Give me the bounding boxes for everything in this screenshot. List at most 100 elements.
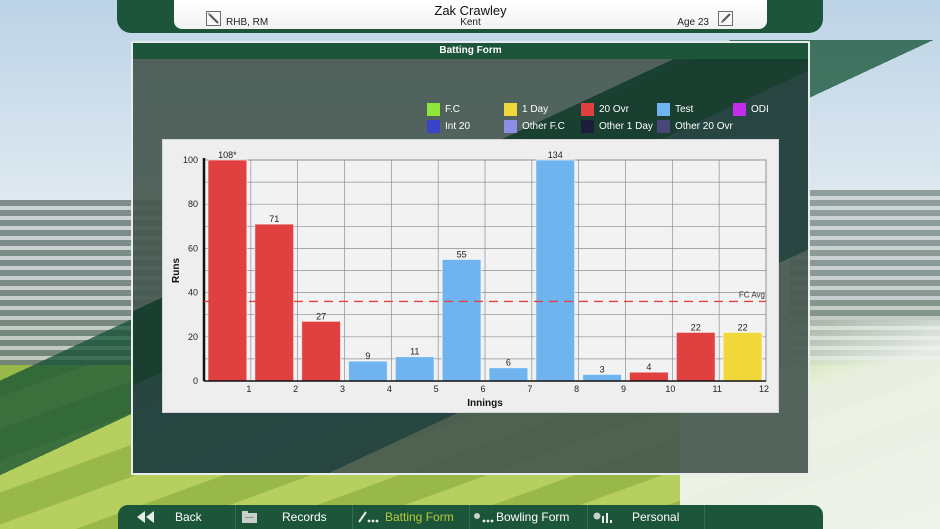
svg-text:9: 9 xyxy=(365,351,370,361)
svg-text:2: 2 xyxy=(293,384,298,394)
batting-form-label: Batting Form xyxy=(385,510,454,524)
stats-icon xyxy=(593,512,612,523)
records-label: Records xyxy=(282,510,327,524)
legend-label: Other F.C xyxy=(522,121,565,132)
chart-bar xyxy=(582,373,622,382)
folder-icon xyxy=(242,511,257,523)
svg-text:6: 6 xyxy=(506,358,511,368)
chart-bar xyxy=(394,356,435,382)
svg-text:22: 22 xyxy=(691,322,701,332)
chart-bar xyxy=(207,159,248,382)
batting-form-chart: 0 20 40 60 80 100 108* 1 71 2 27 3 9 4 11 5 55 6 6 7 134 8 3 9 4… xyxy=(162,139,779,413)
svg-text:0: 0 xyxy=(193,376,198,386)
svg-text:100: 100 xyxy=(183,155,198,165)
chart-bar xyxy=(488,367,529,382)
legend-label: ODI xyxy=(751,104,769,115)
svg-text:4: 4 xyxy=(646,362,651,372)
svg-text:Runs: Runs xyxy=(171,258,182,283)
legend-swatch xyxy=(427,120,440,133)
legend-swatch xyxy=(657,120,670,133)
svg-text:5: 5 xyxy=(434,384,439,394)
svg-text:71: 71 xyxy=(269,214,279,224)
legend-item: Other 20 Ovr xyxy=(657,120,733,133)
svg-text:8: 8 xyxy=(574,384,579,394)
svg-text:6: 6 xyxy=(480,384,485,394)
svg-text:4: 4 xyxy=(387,384,392,394)
chart-legend: F.C 1 Day 20 Ovr Test ODI Int 20 Other F.C Othe… xyxy=(427,103,787,135)
svg-text:108*: 108* xyxy=(218,150,237,160)
player-header-card: RHB, RM Zak Crawley Kent Age 23 xyxy=(174,0,767,29)
bowling-form-label: Bowling Form xyxy=(496,510,570,524)
panel-title: Batting Form xyxy=(133,43,808,59)
chart-bar xyxy=(301,320,342,382)
player-age: Age 23 xyxy=(677,17,709,28)
svg-text:7: 7 xyxy=(527,384,532,394)
chart-bar xyxy=(254,223,295,382)
legend-label: Other 1 Day xyxy=(599,121,653,132)
legend-swatch xyxy=(581,103,594,116)
svg-text:11: 11 xyxy=(712,384,721,394)
legend-swatch xyxy=(581,120,594,133)
svg-text:12: 12 xyxy=(759,384,769,394)
legend-item: Other 1 Day xyxy=(581,120,653,133)
edit-pencil-icon[interactable] xyxy=(206,11,221,26)
legend-item: 20 Ovr xyxy=(581,103,629,116)
svg-text:134: 134 xyxy=(548,150,563,160)
chart-bar xyxy=(348,360,388,382)
legend-label: 1 Day xyxy=(522,104,549,115)
batting-form-panel: Batting Form F.C 1 Day 20 Ovr Test ODI Int 20… xyxy=(131,41,810,475)
player-name: Zak Crawley xyxy=(434,3,507,18)
batting-icon xyxy=(358,511,379,523)
legend-item: 1 Day xyxy=(504,103,548,116)
legend-item: Test xyxy=(657,103,693,116)
legend-label: Int 20 xyxy=(445,121,471,132)
back-label: Back xyxy=(175,510,202,524)
legend-label: 20 Ovr xyxy=(599,104,630,115)
legend-swatch xyxy=(427,103,440,116)
svg-text:10: 10 xyxy=(665,384,675,394)
back-button[interactable]: Back xyxy=(118,505,236,529)
svg-text:9: 9 xyxy=(621,384,626,394)
svg-text:1: 1 xyxy=(246,384,251,394)
records-tab[interactable]: Records xyxy=(236,505,353,529)
edit-pencil-icon[interactable] xyxy=(718,11,733,26)
legend-swatch xyxy=(733,103,746,116)
legend-swatch xyxy=(504,103,517,116)
legend-label: Other 20 Ovr xyxy=(675,121,733,132)
svg-text:3: 3 xyxy=(340,384,345,394)
svg-text:40: 40 xyxy=(188,288,198,298)
legend-item: Int 20 xyxy=(427,120,470,133)
svg-text:27: 27 xyxy=(316,311,326,321)
svg-text:20: 20 xyxy=(188,332,198,342)
svg-text:3: 3 xyxy=(600,364,605,374)
svg-text:80: 80 xyxy=(188,199,198,209)
svg-text:55: 55 xyxy=(457,249,467,259)
bowling-icon xyxy=(474,513,494,523)
legend-label: Test xyxy=(675,104,694,115)
legend-item: ODI xyxy=(733,103,769,116)
legend-item: Other F.C xyxy=(504,120,565,133)
legend-label: F.C xyxy=(445,104,460,115)
personal-label: Personal xyxy=(632,510,680,524)
chart-bar xyxy=(675,331,716,382)
svg-text:Innings: Innings xyxy=(467,398,503,409)
bottom-nav: Back Records Batting Form Bowling Form P… xyxy=(118,505,823,529)
personal-tab[interactable]: Personal xyxy=(588,505,705,529)
chart-bar xyxy=(629,371,669,382)
chart-bar xyxy=(535,159,576,382)
legend-swatch xyxy=(504,120,517,133)
chart-bar xyxy=(441,258,482,382)
chart-bar xyxy=(722,331,763,382)
bowling-form-tab[interactable]: Bowling Form xyxy=(470,505,588,529)
batting-form-tab[interactable]: Batting Form xyxy=(353,505,470,529)
player-club: Kent xyxy=(460,17,481,28)
rewind-icon xyxy=(137,511,154,523)
svg-text:11: 11 xyxy=(410,347,419,357)
player-style: RHB, RM xyxy=(226,17,269,28)
svg-text:60: 60 xyxy=(188,243,198,253)
svg-text:22: 22 xyxy=(738,322,748,332)
svg-text:FC Avg: FC Avg xyxy=(739,290,765,299)
legend-item: F.C xyxy=(427,103,460,116)
legend-swatch xyxy=(657,103,670,116)
